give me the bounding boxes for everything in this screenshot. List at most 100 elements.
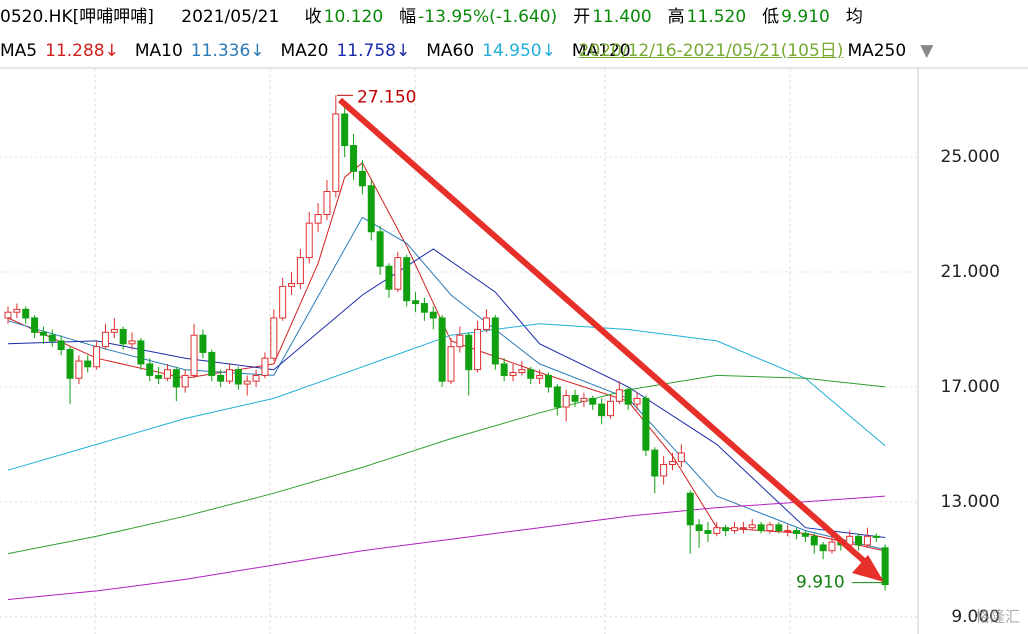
candle-body [793,530,801,534]
ma-line [7,216,886,551]
candle-body [367,185,375,233]
y-tick-label: 13.000 [941,492,1000,512]
ma-line [7,248,886,538]
candle-body [704,530,712,534]
candle-body [606,400,614,417]
candle-body [757,524,765,532]
candle-body [553,386,561,408]
arrow-head [852,555,884,582]
field-value: 9.910 [781,7,830,27]
legend-name: MA5 [0,41,38,61]
y-tick-label: 9.000 [951,607,1000,627]
candle-body [855,535,863,546]
candle-body [872,535,880,538]
candle-body [48,334,56,342]
legend-name: MA120 [571,41,631,61]
annotation: 27.150 [357,87,416,107]
candle-body [199,334,207,353]
candle-body [491,317,499,365]
candle-body [527,369,535,379]
candle-body [75,360,83,379]
candle-body [172,369,180,388]
candle-body [39,331,47,336]
candle-body [731,527,739,532]
candle-body [819,544,827,552]
candle-body [438,317,446,382]
legend-value: 11.758↓ [336,41,411,61]
field-label: 开 [573,7,591,27]
candle-body [22,308,30,319]
candle-body [13,308,21,313]
watermark: 格隆汇 [975,608,1020,626]
candle-body [748,524,756,529]
candle-body [580,397,588,402]
field-value: 11.520 [686,7,747,27]
candle-body [296,257,304,284]
candle-body [474,328,482,371]
candle-body [385,265,393,290]
candle-body [119,328,127,345]
candle-body [110,328,118,333]
candle-body [881,547,889,586]
legend-value: 11.336↓ [190,41,265,61]
candle-body [429,311,437,319]
candle-body [775,524,783,532]
candle-body [101,331,109,348]
candle-body [314,214,322,224]
candle-body [350,145,358,172]
candle-body [660,463,668,477]
candle-body [394,257,402,290]
candle-body [669,461,676,465]
ma-line [7,495,886,600]
candle-body [93,346,101,368]
candle-body [536,374,544,379]
candle-body [500,363,508,376]
candle-body [226,369,233,382]
candle-body [181,374,189,388]
y-tick-label: 25.000 [941,147,1000,167]
annotation: 9.910 [796,573,845,593]
candle-body [633,397,641,405]
candle-body [332,113,340,193]
field-label: 均 [845,7,863,27]
candle-body [456,334,464,348]
field-value: -13.95%(-1.640) [418,7,558,27]
candle-body [234,369,242,385]
candle-body [190,334,198,376]
candle-body [66,349,74,379]
candle-body [341,113,349,147]
candle-body [615,389,623,402]
candle-body [624,389,632,405]
candle-body [739,527,747,530]
candle-body [766,524,774,532]
candle-body [376,231,384,267]
candle-body [722,527,730,532]
candle-body [784,530,792,533]
candle-body [598,403,606,417]
candle-body [146,363,154,376]
candle-body [217,374,225,382]
candle-body [208,351,216,376]
candle-body [261,357,269,376]
candle-body [270,317,278,359]
candle-body [677,452,685,463]
ma-legend: MA5 11.288↓ MA10 11.336↓ MA20 11.758↓ MA60 14.9… [0,34,937,68]
candle-body [686,492,694,526]
candle-body [562,395,570,408]
candle-body [323,191,331,216]
dropdown[interactable]: ▼ [920,41,934,61]
candle-body [252,374,260,382]
field-label: 收 [304,7,322,27]
candle-body [288,282,296,287]
legend-value: 11.288↓ [45,41,119,61]
legend-value: 14.950↓ [482,41,556,61]
candle-body [589,397,597,405]
quote-row: 0520.HK[呷哺呷哺] 2021/05/21 收 10.120 幅 -13.95%… [0,0,869,34]
candle-body [403,257,411,302]
candle-body [482,317,490,330]
candle-body [571,395,579,402]
field-label: 高 [667,7,685,27]
field-label: 低 [762,7,780,27]
